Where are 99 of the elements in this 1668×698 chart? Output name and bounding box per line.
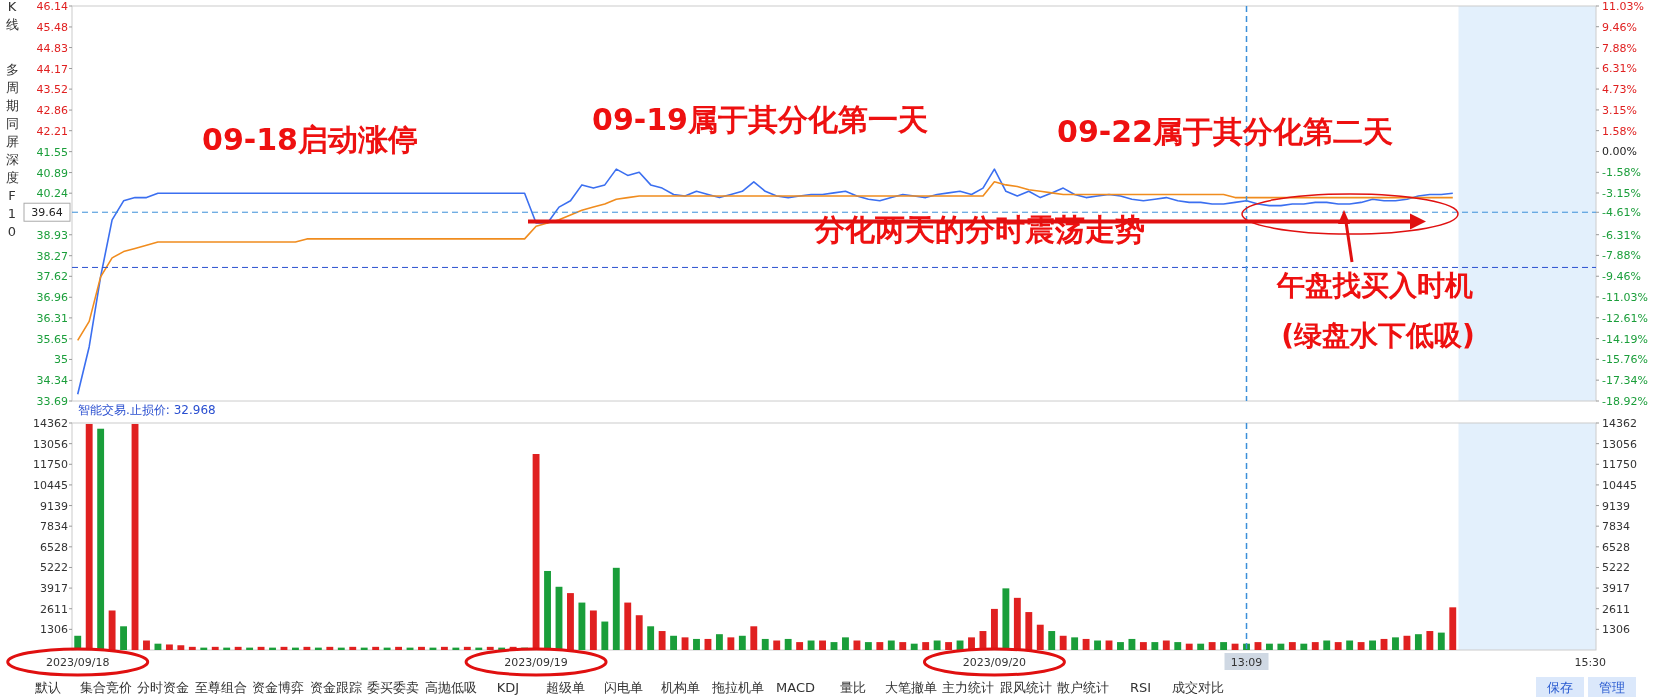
annotation: (绿盘水下低吸) — [1281, 319, 1475, 352]
y-tick-label: 7834 — [40, 520, 68, 534]
y-tick-label: 3917 — [40, 582, 68, 596]
y-tick-label: 42.21 — [36, 124, 68, 138]
y-tick-label: 34.34 — [36, 374, 68, 388]
y2-tick-label: 5222 — [1602, 561, 1630, 575]
text: 管理 — [1599, 680, 1625, 695]
y-tick-label: 10445 — [33, 478, 68, 492]
y2-tick-label: -4.61% — [1602, 206, 1641, 220]
text: 成交对比 — [1172, 680, 1224, 695]
text: K线 — [5, 0, 19, 32]
y2-tick-label: 3.15% — [1602, 103, 1637, 117]
y-tick-label: 44.17 — [36, 62, 68, 76]
text: 深度F10 — [5, 152, 19, 239]
y2-tick-label: 6.31% — [1602, 62, 1637, 76]
text: 大笔撤单 — [884, 680, 937, 695]
y2-tick-label: -1.58% — [1602, 166, 1641, 180]
text: KDJ — [496, 680, 520, 695]
text: 机构单 — [661, 680, 700, 695]
y2-tick-label: -14.19% — [1602, 332, 1648, 346]
y-tick-label: 40.89 — [36, 166, 68, 180]
annotation: 09-19属于其分化第一天 — [592, 102, 928, 137]
text: 跟风统计 — [999, 680, 1052, 695]
y-tick-label: 36.31 — [36, 311, 68, 325]
y-tick-label: 38.27 — [36, 249, 68, 263]
y-tick-label: 44.83 — [36, 41, 68, 55]
y2-tick-label: 14362 — [1602, 417, 1637, 430]
y-tick-label: 13056 — [33, 437, 68, 451]
text: 分时资金 — [137, 680, 189, 695]
y2-tick-label: 2611 — [1602, 602, 1630, 616]
text: 集合竞价 — [79, 680, 132, 695]
y-tick-label: 35.65 — [36, 332, 68, 346]
y-tick-label: 35 — [54, 353, 68, 367]
y-tick-label: 42.86 — [36, 104, 68, 118]
y2-tick-label: -17.34% — [1602, 374, 1648, 388]
y2-tick-label: 13056 — [1602, 437, 1637, 451]
y-tick-label: 1306 — [40, 623, 68, 637]
y2-tick-label: 11.03% — [1602, 0, 1644, 13]
y2-tick-label: 0.00% — [1602, 145, 1637, 159]
y-tick-label: 9139 — [40, 499, 68, 513]
text: 拖拉机单 — [711, 680, 764, 695]
y-tick-label: 37.62 — [36, 270, 68, 284]
y2-tick-label: -3.15% — [1602, 187, 1641, 201]
y-tick-label: 40.24 — [36, 187, 68, 201]
annotation: 09-22属于其分化第二天 — [1057, 114, 1393, 149]
text: 超级单 — [546, 680, 585, 695]
text: 闪电单 — [603, 680, 643, 695]
x-tick-label: 2023/09/20 — [962, 656, 1027, 669]
x-tick-label: 13:09 — [1230, 656, 1263, 669]
y2-tick-label: -15.76% — [1602, 353, 1648, 367]
y-tick-label: 46.14 — [36, 0, 68, 13]
y2-tick-label: 1.58% — [1602, 124, 1637, 138]
y2-tick-label: 1306 — [1602, 623, 1630, 637]
y2-tick-label: 7834 — [1602, 520, 1630, 534]
annotation: 09-18启动涨停 — [202, 122, 418, 157]
text: 高抛低吸 — [424, 680, 477, 695]
y2-tick-label: 6528 — [1602, 540, 1630, 554]
text: 委买委卖 — [367, 680, 419, 695]
y2-tick-label: 9139 — [1602, 499, 1630, 513]
y-tick-label: 43.52 — [36, 83, 68, 97]
text: 散户统计 — [1057, 680, 1109, 695]
text: 量比 — [840, 680, 866, 695]
text: MACD — [776, 680, 815, 695]
annotation: 午盘找买入时机 — [1276, 269, 1473, 302]
y-tick-label: 38.93 — [36, 228, 68, 242]
text: 智能交易.止损价: 32.968 — [78, 403, 216, 417]
y-tick-label: 45.48 — [36, 20, 68, 34]
y2-tick-label: 3917 — [1602, 582, 1630, 596]
y-tick-label: 14362 — [33, 417, 68, 430]
y-tick-label: 36.96 — [36, 291, 68, 305]
y2-tick-label: 4.73% — [1602, 83, 1637, 97]
y-tick-label: 33.69 — [36, 395, 68, 408]
x-tick-label: 2023/09/18 — [46, 656, 110, 669]
y2-tick-label: 7.88% — [1602, 41, 1637, 55]
y2-tick-label: -9.46% — [1602, 270, 1641, 284]
x-tick-label: 2023/09/19 — [504, 656, 568, 669]
text: 主力统计 — [942, 680, 994, 695]
ref-line-label: 39.64 — [31, 206, 63, 220]
text: 默认 — [34, 680, 61, 695]
y-tick-label: 6528 — [40, 540, 68, 554]
text: 资金跟踪 — [309, 680, 362, 695]
y2-tick-label: -6.31% — [1602, 228, 1641, 242]
y-tick-label: 5222 — [40, 561, 68, 575]
y-tick-label: 11750 — [33, 458, 68, 472]
y2-tick-label: -18.92% — [1602, 395, 1648, 408]
y2-tick-label: -12.61% — [1602, 311, 1648, 325]
y2-tick-label: -11.03% — [1602, 290, 1648, 304]
text: 至尊组合 — [194, 680, 247, 695]
y2-tick-label: 10445 — [1602, 478, 1637, 492]
text: 资金博弈 — [252, 680, 304, 695]
y2-tick-label: 9.46% — [1602, 20, 1637, 34]
text: 多周期同屏 — [5, 62, 19, 149]
y2-tick-label: -7.88% — [1602, 249, 1641, 263]
y2-tick-label: 11750 — [1602, 458, 1637, 472]
text: RSI — [1129, 680, 1152, 695]
x-tick-label: 15:30 — [1574, 656, 1607, 669]
y-tick-label: 41.55 — [36, 145, 68, 159]
y-tick-label: 2611 — [40, 602, 68, 616]
text: 保存 — [1547, 680, 1573, 695]
